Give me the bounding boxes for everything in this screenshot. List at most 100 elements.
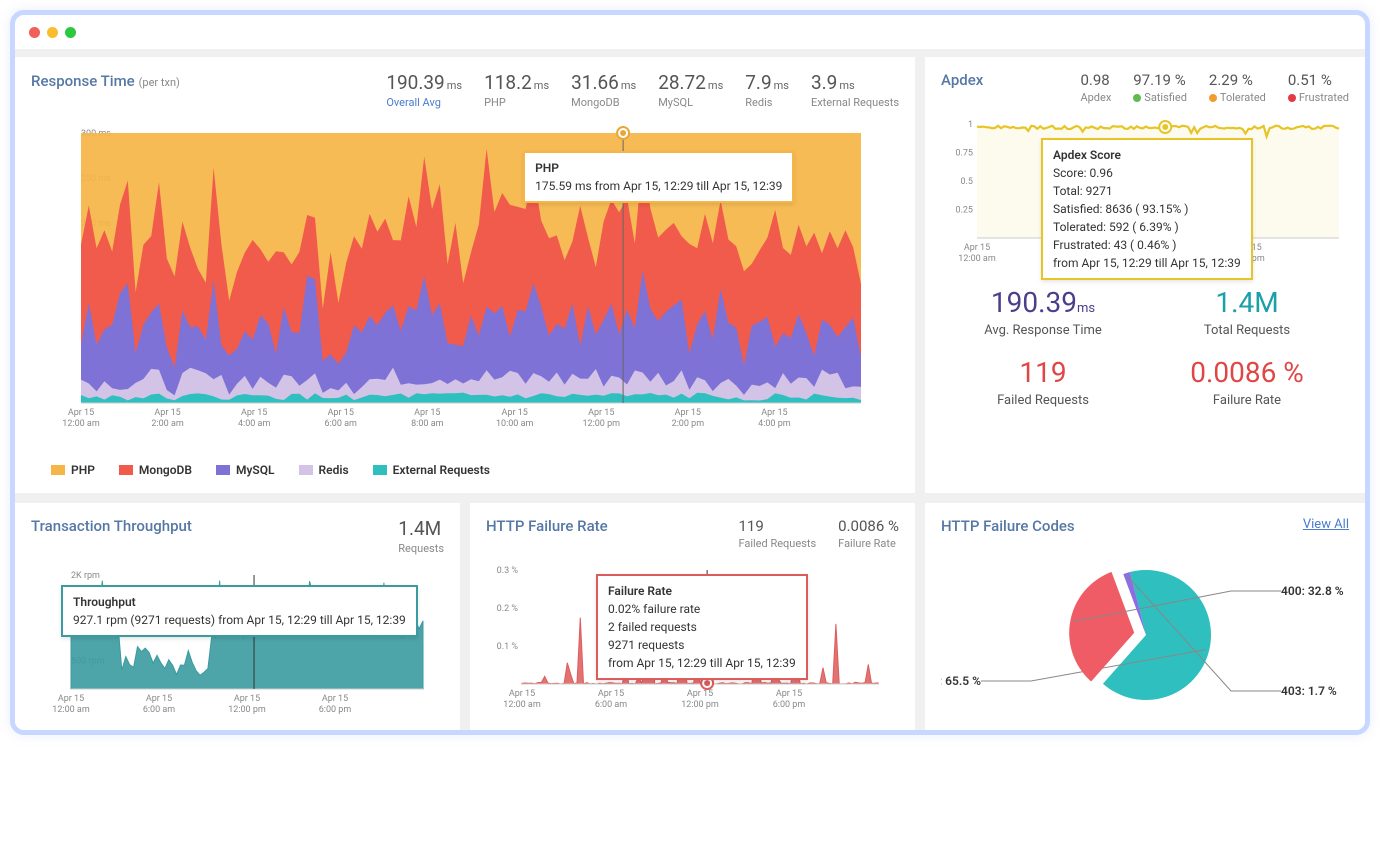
metric: 118.2msPHP <box>484 71 549 109</box>
svg-text:1: 1 <box>968 120 973 130</box>
svg-text:12:00 pm: 12:00 pm <box>582 419 620 429</box>
window-close-icon[interactable] <box>29 27 40 38</box>
legend-swatch-icon <box>119 465 133 475</box>
svg-text:0.3 %: 0.3 % <box>497 566 519 576</box>
failure-codes-pie[interactable]: 500: 65.5 %400: 32.8 %403: 1.7 % <box>941 545 1349 720</box>
legend-swatch-icon <box>373 465 387 475</box>
metric: 3.9msExternal Requests <box>811 71 899 109</box>
failure-rate-metrics: 119Failed Requests 0.0086 %Failure Rate <box>738 517 899 550</box>
response-time-metrics: 190.39msOverall Avg 118.2msPHP 31.66msMong… <box>386 71 899 109</box>
svg-text:2:00 am: 2:00 am <box>151 419 183 429</box>
status-dot-icon <box>1288 94 1296 102</box>
svg-text:Apr 15: Apr 15 <box>761 408 787 418</box>
panel-title: Response Time <box>31 72 135 90</box>
svg-text:10:00 am: 10:00 am <box>496 419 534 429</box>
svg-text:Apr 15: Apr 15 <box>598 689 624 699</box>
summary-failure-rate: 0.0086 % Failure Rate <box>1145 356 1349 408</box>
metric: 190.39msOverall Avg <box>386 71 462 109</box>
panel-failure-codes: HTTP Failure Codes View All 500: 65.5 %4… <box>925 503 1365 730</box>
svg-text:8:00 am: 8:00 am <box>411 419 443 429</box>
app-window: Response Time (per txn) 190.39msOverall … <box>10 10 1370 735</box>
apdex-metrics: 0.98Apdex 97.19 %Satisfied 2.29 %Tolerated… <box>1080 71 1349 104</box>
metric: 0.0086 %Failure Rate <box>838 517 899 550</box>
svg-text:2K rpm: 2K rpm <box>71 571 100 581</box>
failure-rate-chart[interactable]: 0.1 %0.2 %0.3 %Apr 1512:00 amApr 156:00 … <box>486 564 899 714</box>
summary-avg-rt: 190.39ms Avg. Response Time <box>941 286 1145 338</box>
svg-text:0.1 %: 0.1 % <box>497 642 519 652</box>
row-2-left: Transaction Throughput 1.4MRequests 500 … <box>15 503 915 730</box>
panel-apdex: Apdex 0.98Apdex 97.19 %Satisfied 2.29 %Tol… <box>925 57 1365 493</box>
response-time-chart[interactable]: 50 ms100 ms150 ms200 ms250 ms300 msApr 1… <box>31 123 899 453</box>
panel-title: HTTP Failure Codes <box>941 517 1075 535</box>
status-dot-icon <box>1133 94 1141 102</box>
throughput-metrics: 1.4MRequests <box>398 517 444 555</box>
summary-total-req: 1.4M Total Requests <box>1145 286 1349 338</box>
svg-text:Apr 15: Apr 15 <box>146 694 172 704</box>
panel-response-time: Response Time (per txn) 190.39msOverall … <box>15 57 915 493</box>
svg-text:12:00 am: 12:00 am <box>958 254 996 264</box>
svg-text:12:00 am: 12:00 am <box>503 700 541 710</box>
response-time-legend: PHP MongoDB MySQL Redis External Requests <box>31 453 899 483</box>
summary-failed-req: 119 Failed Requests <box>941 356 1145 408</box>
svg-text:4:00 pm: 4:00 pm <box>758 419 791 429</box>
svg-text:Apr 15: Apr 15 <box>234 694 260 704</box>
metric: 31.66msMongoDB <box>571 71 636 109</box>
metric: 7.9msRedis <box>745 71 789 109</box>
metric: 0.51 %Frustrated <box>1288 71 1349 104</box>
panel-title: Transaction Throughput <box>31 517 192 535</box>
svg-text:Apr 15: Apr 15 <box>414 408 440 418</box>
window-zoom-icon[interactable] <box>65 27 76 38</box>
panel-title: Apdex <box>941 71 983 89</box>
panel-failure-rate: HTTP Failure Rate 119Failed Requests 0.00… <box>470 503 915 730</box>
svg-text:Apr 15: Apr 15 <box>328 408 354 418</box>
metric: 97.19 %Satisfied <box>1133 71 1187 104</box>
svg-text:12:00 pm: 12:00 pm <box>681 700 719 710</box>
throughput-tooltip: Throughput 927.1 rpm (9271 requests) fro… <box>61 585 418 637</box>
svg-text:12:00 am: 12:00 am <box>52 705 90 715</box>
legend-item[interactable]: MongoDB <box>119 463 192 477</box>
svg-text:0.5: 0.5 <box>961 177 974 187</box>
panel-throughput: Transaction Throughput 1.4MRequests 500 … <box>15 503 460 730</box>
svg-text:12:00 pm: 12:00 pm <box>228 705 266 715</box>
svg-text:6:00 am: 6:00 am <box>143 705 175 715</box>
window-titlebar <box>15 15 1365 49</box>
response-time-tooltip: PHP 175.59 ms from Apr 15, 12:29 till Ap… <box>523 151 794 203</box>
svg-text:Apr 15: Apr 15 <box>776 689 802 699</box>
svg-text:Apr 15: Apr 15 <box>154 408 180 418</box>
svg-text:Apr 15: Apr 15 <box>241 408 267 418</box>
legend-item[interactable]: PHP <box>51 463 95 477</box>
throughput-chart[interactable]: 500 rpm1K rpm1.5K rpm2K rpmApr 1512:00 a… <box>31 569 444 719</box>
svg-text:Apr 15: Apr 15 <box>687 689 713 699</box>
svg-text:Apr 15: Apr 15 <box>509 689 535 699</box>
view-all-link[interactable]: View All <box>1303 517 1349 532</box>
svg-text:Apr 15: Apr 15 <box>322 694 348 704</box>
svg-text:Apr 15: Apr 15 <box>502 408 528 418</box>
svg-text:4:00 am: 4:00 am <box>238 419 270 429</box>
panel-title: HTTP Failure Rate <box>486 517 608 535</box>
legend-swatch-icon <box>51 465 65 475</box>
status-dot-icon <box>1209 94 1217 102</box>
svg-text:400: 32.8 %: 400: 32.8 % <box>1281 584 1344 598</box>
legend-item[interactable]: External Requests <box>373 463 490 477</box>
legend-swatch-icon <box>299 465 313 475</box>
svg-text:Apr 15: Apr 15 <box>68 408 94 418</box>
legend-swatch-icon <box>216 465 230 475</box>
panel-subtitle: (per txn) <box>139 76 180 89</box>
apdex-summary: 190.39ms Avg. Response Time 1.4M Total R… <box>941 286 1349 408</box>
metric: 2.29 %Tolerated <box>1209 71 1266 104</box>
legend-item[interactable]: MySQL <box>216 463 275 477</box>
svg-text:0.25: 0.25 <box>955 206 973 216</box>
apdex-tooltip: Apdex Score Score: 0.96Total: 9271Satisf… <box>1041 138 1253 280</box>
legend-item[interactable]: Redis <box>299 463 349 477</box>
metric: 0.98Apdex <box>1080 71 1111 104</box>
window-minimize-icon[interactable] <box>47 27 58 38</box>
metric: 119Failed Requests <box>738 517 816 550</box>
metric: 28.72msMySQL <box>658 71 723 109</box>
apdex-chart[interactable]: 0.250.50.751Apr 1512:00 amApr 156:00 amA… <box>941 118 1349 268</box>
metric: 1.4MRequests <box>398 517 444 555</box>
svg-text:Apr 15: Apr 15 <box>675 408 701 418</box>
svg-text:6:00 am: 6:00 am <box>325 419 357 429</box>
svg-text:2:00 pm: 2:00 pm <box>672 419 705 429</box>
svg-text:0.75: 0.75 <box>955 149 973 159</box>
svg-text:6:00 pm: 6:00 pm <box>319 705 352 715</box>
